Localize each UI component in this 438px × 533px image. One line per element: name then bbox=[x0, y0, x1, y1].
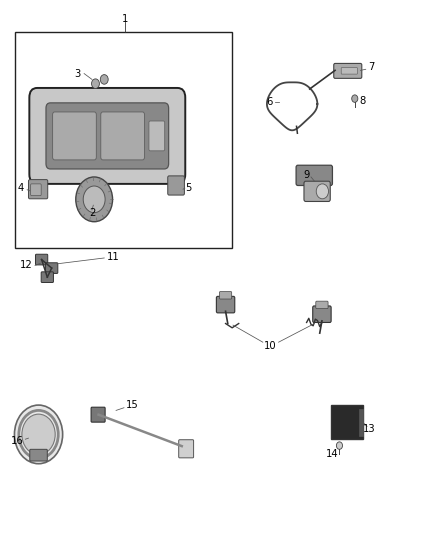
Text: 6: 6 bbox=[266, 98, 272, 107]
Circle shape bbox=[83, 186, 105, 213]
Circle shape bbox=[22, 414, 55, 455]
Text: 4: 4 bbox=[18, 183, 24, 193]
Text: 11: 11 bbox=[106, 252, 120, 262]
FancyBboxPatch shape bbox=[296, 165, 332, 185]
FancyBboxPatch shape bbox=[41, 272, 53, 282]
Circle shape bbox=[76, 177, 113, 222]
FancyBboxPatch shape bbox=[149, 121, 165, 151]
Circle shape bbox=[14, 405, 63, 464]
Text: 7: 7 bbox=[368, 62, 374, 71]
Text: 9: 9 bbox=[304, 170, 310, 180]
FancyBboxPatch shape bbox=[53, 112, 96, 160]
FancyBboxPatch shape bbox=[28, 180, 48, 199]
Circle shape bbox=[316, 184, 328, 199]
FancyBboxPatch shape bbox=[168, 176, 184, 195]
FancyBboxPatch shape bbox=[334, 63, 362, 78]
FancyBboxPatch shape bbox=[91, 407, 105, 422]
FancyBboxPatch shape bbox=[316, 301, 328, 309]
FancyBboxPatch shape bbox=[46, 263, 58, 273]
FancyBboxPatch shape bbox=[331, 405, 363, 439]
Text: 5: 5 bbox=[185, 183, 191, 193]
FancyBboxPatch shape bbox=[101, 112, 145, 160]
Bar bbox=[15, 32, 232, 248]
FancyBboxPatch shape bbox=[219, 292, 232, 299]
Text: 12: 12 bbox=[20, 261, 33, 270]
Circle shape bbox=[352, 95, 358, 102]
FancyBboxPatch shape bbox=[216, 296, 235, 313]
Text: 16: 16 bbox=[11, 436, 24, 446]
FancyBboxPatch shape bbox=[30, 449, 47, 461]
FancyBboxPatch shape bbox=[313, 306, 331, 322]
Text: 3: 3 bbox=[74, 69, 81, 78]
Text: 15: 15 bbox=[126, 400, 139, 410]
Text: 14: 14 bbox=[326, 449, 338, 459]
FancyBboxPatch shape bbox=[35, 254, 48, 265]
Bar bbox=[359, 409, 363, 436]
FancyBboxPatch shape bbox=[341, 68, 357, 74]
FancyBboxPatch shape bbox=[29, 88, 185, 184]
FancyBboxPatch shape bbox=[46, 103, 169, 169]
Text: 13: 13 bbox=[363, 424, 375, 434]
Text: 8: 8 bbox=[360, 96, 366, 106]
FancyBboxPatch shape bbox=[31, 184, 41, 196]
Text: 2: 2 bbox=[89, 208, 95, 218]
Text: 1: 1 bbox=[122, 14, 128, 24]
Circle shape bbox=[92, 79, 99, 88]
Circle shape bbox=[336, 442, 343, 449]
Circle shape bbox=[100, 75, 108, 84]
FancyBboxPatch shape bbox=[179, 440, 194, 458]
Text: 10: 10 bbox=[265, 342, 277, 351]
FancyBboxPatch shape bbox=[304, 181, 330, 201]
